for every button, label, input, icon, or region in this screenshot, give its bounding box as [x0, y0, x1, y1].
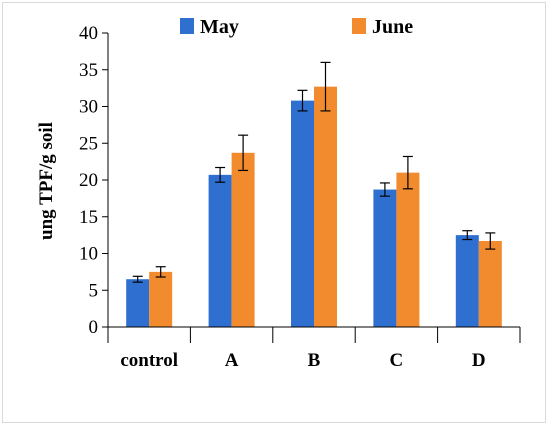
error-bars	[132, 61, 496, 283]
bar-may	[373, 189, 397, 327]
legend-swatch-june	[352, 18, 366, 34]
bar-may	[291, 100, 314, 328]
y-tick-label: 25	[79, 133, 98, 154]
x-category-label: control	[120, 350, 178, 371]
y-tick-label: 40	[79, 23, 98, 44]
legend: May June	[180, 16, 413, 38]
bars	[126, 86, 502, 328]
legend-label-may: May	[200, 16, 239, 38]
bar-june	[231, 152, 255, 327]
x-category-label: C	[390, 350, 404, 371]
bar-june	[314, 86, 337, 327]
y-tick-label: 5	[89, 280, 99, 301]
y-axis-ticks: 0 5 10 15 20 25 30 35 40	[79, 23, 108, 338]
x-axis-categories: control A B C D	[107, 327, 521, 371]
bar-june	[478, 241, 502, 327]
chart-frame	[2, 2, 546, 423]
y-tick-label: 30	[79, 97, 98, 118]
x-category-label: B	[308, 350, 321, 371]
y-tick-label: 15	[79, 207, 98, 228]
y-tick-label: 10	[79, 244, 98, 265]
y-tick-label: 35	[79, 60, 98, 81]
x-category-label: D	[472, 350, 486, 371]
bar-june	[149, 271, 173, 327]
bar-may	[208, 174, 232, 327]
y-tick-label: 20	[79, 170, 98, 191]
bar-june	[396, 172, 420, 327]
y-axis-label: ung TPF/g soil	[36, 122, 57, 240]
legend-label-june: June	[372, 16, 413, 38]
bar-may	[126, 279, 150, 327]
y-tick-label: 0	[89, 317, 99, 338]
bar-may	[455, 235, 479, 327]
x-category-label: A	[225, 350, 239, 371]
legend-swatch-may	[180, 18, 194, 34]
